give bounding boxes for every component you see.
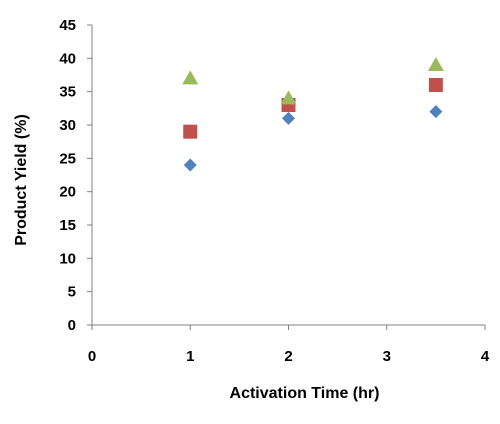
y-axis-title: Product Yield (%) xyxy=(13,114,30,246)
square-point xyxy=(428,78,443,92)
triangle-point xyxy=(427,57,444,71)
y-tick-label: 15 xyxy=(59,217,76,234)
x-axis-title: Activation Time (hr) xyxy=(230,385,380,402)
y-tick-label: 0 xyxy=(68,317,76,334)
square-point xyxy=(183,124,198,139)
y-tick-label: 30 xyxy=(59,117,76,134)
diamond-point xyxy=(183,158,197,172)
triangle-point xyxy=(280,90,297,105)
y-tick-label: 25 xyxy=(59,150,76,167)
data-points xyxy=(182,57,444,172)
triangle-point xyxy=(182,70,199,85)
y-tick-label: 45 xyxy=(59,17,76,34)
y-tick-label: 5 xyxy=(68,284,76,301)
y-tick-label: 10 xyxy=(59,250,76,267)
axes xyxy=(87,24,486,330)
x-tick-label: 0 xyxy=(88,348,96,365)
x-tick-labels: 0 1 2 3 4 xyxy=(88,348,490,365)
y-tick-label: 40 xyxy=(59,50,76,67)
diamond-point xyxy=(282,111,295,125)
x-tick-label: 4 xyxy=(481,348,490,365)
y-tick-label: 35 xyxy=(59,84,76,101)
y-tick-labels: 0 5 10 15 20 25 30 35 40 45 xyxy=(59,17,76,334)
x-tick-label: 2 xyxy=(284,348,292,365)
diamond-point xyxy=(429,105,443,119)
y-tick-label: 20 xyxy=(59,184,76,201)
x-tick-label: 1 xyxy=(186,348,194,365)
x-tick-label: 3 xyxy=(383,348,391,365)
